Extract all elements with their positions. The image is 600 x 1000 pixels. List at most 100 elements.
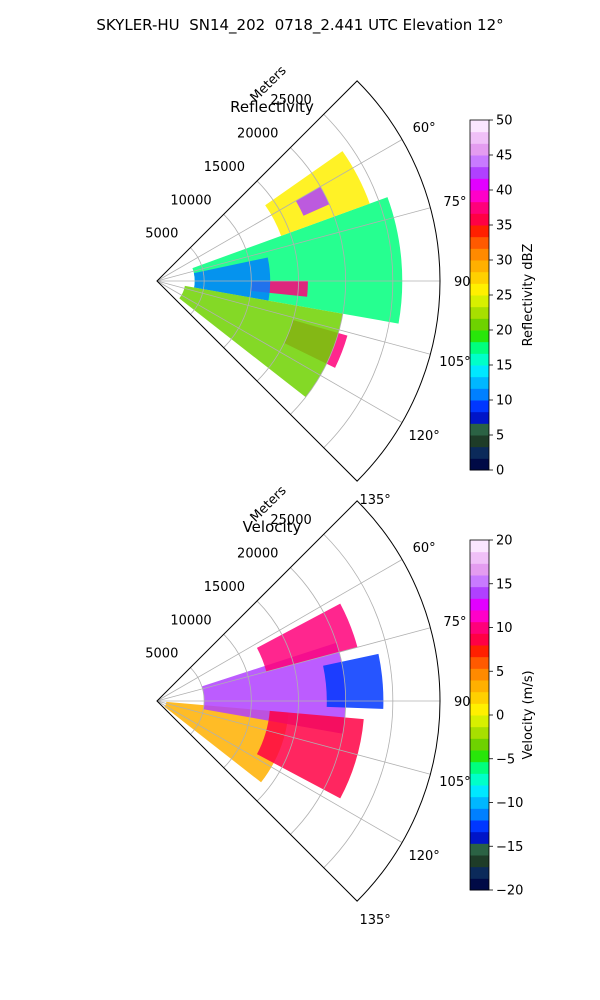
azimuth-spoke-3 [156, 700, 431, 775]
colorbar-segment [470, 260, 489, 273]
colorbar-tick-label: 20 [496, 324, 513, 339]
echo-region-0 [164, 701, 289, 783]
echo-region-3 [256, 710, 364, 799]
colorbar-segment [470, 120, 489, 133]
echo-region-1 [201, 642, 346, 734]
azimuth-tick-label: 135° [359, 493, 390, 508]
colorbar-segment [470, 785, 489, 798]
echo-layer [164, 603, 384, 799]
colorbar-segment [470, 400, 489, 413]
colorbar-segment [470, 703, 489, 716]
reflectivity-panel: Reflectivity60°75°90°105°120°135°5000100… [145, 63, 536, 508]
colorbar-segment [470, 563, 489, 576]
colorbar-tick-label: 50 [496, 114, 513, 129]
colorbar-segment [470, 411, 489, 424]
colorbar-segment [470, 656, 489, 669]
azimuth-tick-label: 75° [443, 615, 466, 630]
colorbar-tick-label: 5 [496, 429, 504, 444]
colorbar-segment [470, 376, 489, 389]
range-tick-label: 15000 [204, 580, 245, 595]
colorbar-segment [470, 446, 489, 459]
colorbar-segment [470, 458, 489, 471]
colorbar-segment [470, 225, 489, 238]
colorbar-tick-label: −5 [496, 752, 515, 767]
colorbar-segment [470, 166, 489, 179]
colorbar-segment [470, 668, 489, 681]
colorbar-segment [470, 213, 489, 226]
colorbar-segment [470, 540, 489, 553]
colorbar-tick-label: 0 [496, 464, 504, 479]
colorbar-segment [470, 855, 489, 868]
colorbar-tick-label: 30 [496, 254, 513, 269]
range-tick-label: 5000 [145, 647, 178, 662]
colorbar-segment [470, 621, 489, 634]
azimuth-spoke-0 [156, 559, 403, 702]
colorbar-segment [470, 190, 489, 203]
colorbar-tick-label: 20 [496, 534, 513, 549]
azimuth-tick-label: 105° [439, 775, 470, 790]
azimuth-spoke-4 [156, 280, 403, 423]
colorbar-segment [470, 878, 489, 891]
echo-region-2 [295, 186, 330, 216]
range-tick-label: 10000 [170, 193, 211, 208]
colorbar-label: Reflectivity dBZ [521, 244, 536, 347]
colorbar-segment [470, 283, 489, 296]
colorbar-segment [470, 178, 489, 191]
range-tick-label: 10000 [170, 613, 211, 628]
range-tick-label: 25000 [270, 93, 311, 108]
azimuth-spoke-1 [156, 207, 431, 282]
azimuth-tick-label: 75° [443, 195, 466, 210]
colorbar-tick-label: 45 [496, 149, 513, 164]
colorbar-segment [470, 330, 489, 343]
colorbar-segment [470, 796, 489, 809]
colorbar-segment [470, 820, 489, 833]
colorbar-segment [470, 248, 489, 261]
colorbar-segment [470, 691, 489, 704]
colorbar-tick-label: 10 [496, 394, 513, 409]
colorbar-tick-label: 40 [496, 184, 513, 199]
colorbar-tick-label: 35 [496, 219, 513, 234]
colorbar-tick-label: −15 [496, 840, 523, 855]
velocity-panel: Velocity60°75°90°105°120°135°50001000015… [145, 483, 536, 928]
range-tick-label: 20000 [237, 547, 278, 562]
azimuth-spoke-4 [156, 700, 403, 843]
colorbar-segment [470, 435, 489, 448]
colorbar-segment [470, 423, 489, 436]
colorbar-segment [470, 131, 489, 144]
azimuth-tick-label: 60° [413, 541, 436, 556]
colorbar-segment [470, 236, 489, 249]
colorbar-segment [470, 680, 489, 693]
colorbar-segment [470, 201, 489, 214]
colorbar-tick-label: 10 [496, 621, 513, 636]
azimuth-spoke-0 [156, 139, 403, 282]
colorbar-tick-label: −10 [496, 796, 523, 811]
sector-outline [156, 500, 441, 902]
colorbar-tick-label: 15 [496, 577, 513, 592]
panel-title: Velocity [243, 518, 302, 536]
colorbar-segment [470, 551, 489, 564]
colorbar-segment [470, 726, 489, 739]
azimuth-tick-label: 135° [359, 913, 390, 928]
colorbar-segment [470, 831, 489, 844]
colorbar-segment [470, 341, 489, 354]
colorbar-tick-label: −20 [496, 884, 523, 899]
colorbar-segment [470, 761, 489, 774]
colorbar-segment [470, 738, 489, 751]
colorbar-segment [470, 773, 489, 786]
range-tick-label: 25000 [270, 513, 311, 528]
colorbar-segment [470, 143, 489, 156]
colorbar-segment [470, 808, 489, 821]
azimuth-tick-label: 60° [413, 121, 436, 136]
range-tick-label: 15000 [204, 160, 245, 175]
colorbar-segment [470, 388, 489, 401]
colorbar-segment [470, 866, 489, 879]
colorbar-tick-label: 0 [496, 709, 504, 724]
panel-title: Reflectivity [230, 98, 314, 116]
azimuth-spoke-3 [156, 280, 431, 355]
colorbar-segment [470, 715, 489, 728]
range-tick-label: 5000 [145, 227, 178, 242]
colorbar-segment [470, 633, 489, 646]
azimuth-spoke-1 [156, 627, 431, 702]
sector-outline [156, 80, 441, 482]
